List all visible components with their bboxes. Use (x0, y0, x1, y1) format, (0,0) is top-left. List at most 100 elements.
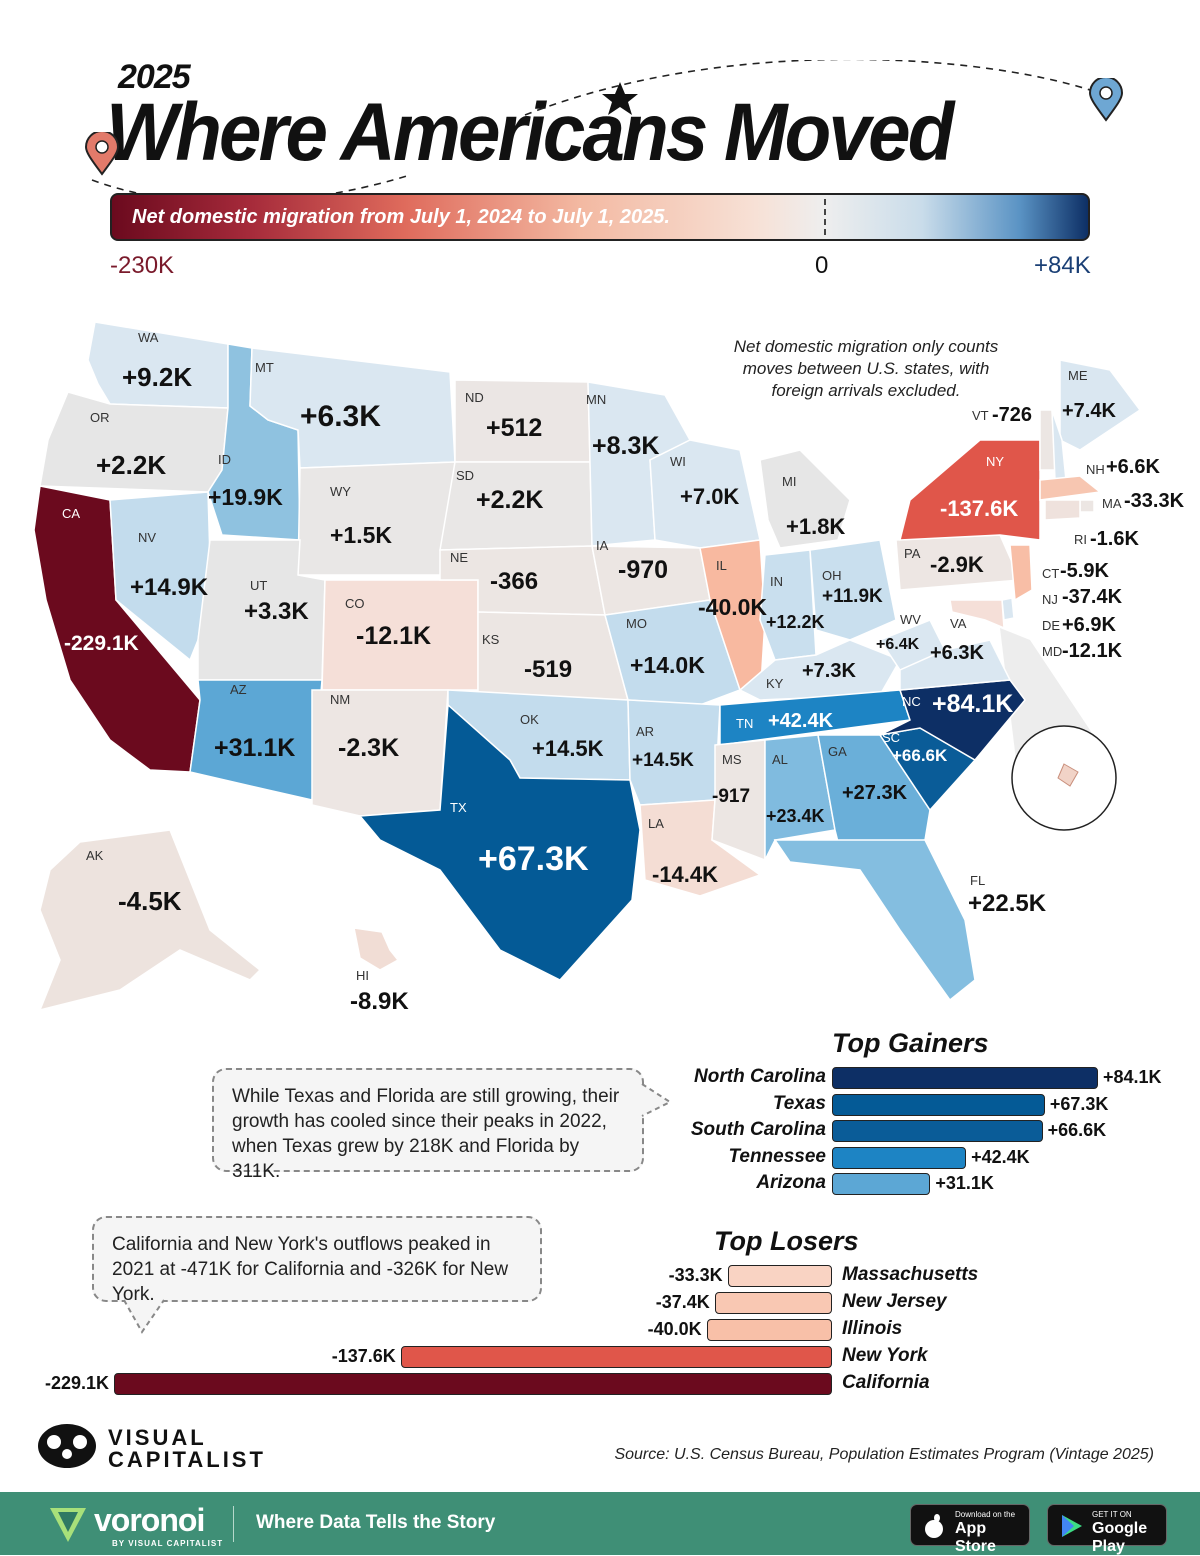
state-abbr-wy: WY (330, 484, 351, 499)
state-abbr-pa: PA (904, 546, 921, 561)
state-shape-ak (38, 829, 262, 1012)
state-shape-ms (711, 739, 766, 862)
scale-min-label: -230K (110, 252, 175, 279)
state-abbr-ca: CA (62, 506, 81, 521)
map-note: Net domestic migration only counts moves… (733, 337, 999, 400)
callout-pointer (641, 1083, 673, 1117)
state-value-ny: -137.6K (940, 496, 1019, 521)
state-shape-ky (738, 639, 902, 701)
gainer-label: Arizona (756, 1172, 826, 1193)
state-shape-nj (1009, 544, 1033, 602)
gainer-value: +31.1K (935, 1173, 994, 1193)
loser-label: Illinois (842, 1318, 903, 1339)
state-value-mt: +6.3K (300, 400, 381, 433)
gainer-value: +66.6K (1047, 1120, 1107, 1140)
app-store-small-text: Download on the (955, 1510, 1016, 1519)
state-shape-wy (297, 461, 456, 576)
state-shape-ma (1039, 475, 1102, 501)
state-shape-mi (759, 449, 851, 549)
callout-outflow: California and New York's outflows peake… (92, 1216, 542, 1305)
state-value-ia: -970 (618, 556, 669, 584)
state-abbr-al: AL (772, 752, 788, 767)
footer-bar: voronoi BY VISUAL CAPITALIST Where Data … (0, 1492, 1200, 1555)
state-value-sd: +2.2K (476, 486, 544, 514)
star-icon (602, 82, 638, 115)
state-value-de: +6.9K (1062, 614, 1116, 636)
loser-label: Massachusetts (842, 1264, 979, 1285)
loser-label: New Jersey (842, 1291, 947, 1312)
state-shape-mt (249, 347, 456, 469)
state-value-ca: -229.1K (64, 632, 139, 655)
state-value-nj: -37.4K (1062, 586, 1123, 608)
top-gainers-title: Top Gainers (832, 1028, 989, 1058)
state-shape-tx (358, 703, 641, 981)
state-value-ct: -5.9K (1060, 560, 1109, 582)
state-value-sc: +66.6K (892, 746, 948, 765)
state-value-ar: +14.5K (632, 750, 694, 771)
state-value-mn: +8.3K (592, 432, 660, 460)
state-value-in: +12.2K (766, 612, 825, 632)
state-abbr-sc: SC (882, 730, 901, 745)
state-abbr-ks: KS (482, 632, 500, 647)
google-play-icon (1062, 1515, 1082, 1537)
state-value-ok: +14.5K (532, 736, 604, 761)
state-abbr-id: ID (218, 452, 231, 467)
state-value-mi: +1.8K (786, 514, 846, 539)
state-value-la: -14.4K (652, 862, 719, 887)
us-map (33, 321, 1142, 1012)
state-value-nv: +14.9K (130, 574, 209, 601)
state-abbr-ky: KY (766, 676, 784, 691)
state-shape-mo (604, 599, 741, 706)
scale-max-label: +84K (1034, 252, 1091, 279)
state-abbr-hi: HI (356, 968, 369, 983)
app-store-button[interactable]: Download on the App Store (910, 1504, 1030, 1555)
loser-value: -40.0K (647, 1319, 702, 1339)
source-note: Source: U.S. Census Bureau, Population E… (614, 1446, 1154, 1463)
state-value-pa: -2.9K (930, 552, 984, 577)
gainer-bar (832, 1146, 967, 1169)
state-abbr-nj: NJ (1042, 592, 1058, 607)
state-value-ma: -33.3K (1124, 490, 1185, 512)
state-abbr-mn: MN (586, 392, 607, 407)
state-shape-ny (899, 439, 1041, 541)
state-abbr-ga: GA (828, 744, 847, 759)
google-play-button[interactable]: GET IT ON Google Play (1047, 1504, 1167, 1555)
state-abbr-ak: AK (86, 848, 104, 863)
state-value-vt: -726 (992, 404, 1033, 426)
state-value-me: +7.4K (1062, 400, 1116, 422)
scale-subtitle: Net domestic migration from July 1, 2024… (132, 206, 670, 228)
loser-bar (714, 1292, 832, 1314)
gainer-label: Texas (772, 1092, 826, 1114)
state-value-nc: +84.1K (932, 690, 1014, 718)
dc-zoom-cone (1000, 628, 1110, 760)
state-abbr-me: ME (1068, 368, 1088, 383)
gainer-value: +84.1K (1103, 1067, 1162, 1087)
state-shape-oh (809, 539, 897, 641)
state-abbr-mo: MO (626, 616, 647, 631)
gainer-value: +42.4K (971, 1146, 1030, 1167)
state-value-az: +31.1K (214, 734, 296, 762)
state-abbr-ia: IA (596, 538, 609, 553)
color-scale-bar: Net domestic migration from July 1, 2024… (110, 193, 1090, 241)
visual-capitalist-logo-icon (38, 1424, 96, 1468)
year-label: 2025 (118, 58, 191, 96)
state-shape-hi (353, 927, 400, 971)
gainer-label: Tennessee (728, 1145, 826, 1167)
google-play-label: Google Play (1092, 1520, 1148, 1555)
state-value-va: +6.3K (930, 642, 984, 664)
state-value-al: +23.4K (766, 806, 825, 826)
gainer-bar (832, 1093, 1045, 1116)
state-abbr-ar: AR (636, 724, 655, 739)
state-abbr-vt: VT (972, 408, 989, 423)
state-value-oh: +11.9K (822, 586, 883, 607)
gainer-bar (832, 1120, 1043, 1142)
state-abbr-oh: OH (822, 568, 842, 583)
loser-bar (400, 1346, 832, 1368)
state-value-md: -12.1K (1062, 640, 1123, 662)
state-shape-me (1059, 359, 1142, 451)
state-shape-in (759, 549, 817, 661)
state-value-or: +2.2K (96, 450, 167, 480)
state-shape-fl (773, 839, 976, 1002)
state-value-mo: +14.0K (630, 652, 705, 678)
state-abbr-fl: FL (970, 873, 986, 888)
